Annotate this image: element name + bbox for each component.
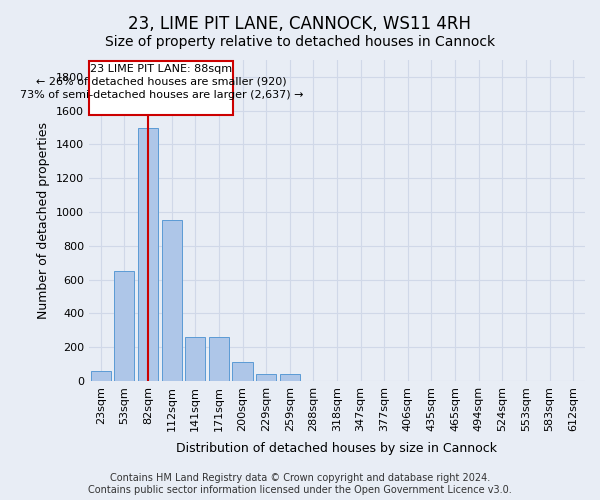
Text: Contains HM Land Registry data © Crown copyright and database right 2024.
Contai: Contains HM Land Registry data © Crown c…: [88, 474, 512, 495]
Bar: [138, 128, 158, 381]
Text: 23, LIME PIT LANE, CANNOCK, WS11 4RH: 23, LIME PIT LANE, CANNOCK, WS11 4RH: [128, 15, 472, 33]
Text: 73% of semi-detached houses are larger (2,637) →: 73% of semi-detached houses are larger (…: [20, 90, 303, 100]
Text: ← 26% of detached houses are smaller (920): ← 26% of detached houses are smaller (92…: [36, 77, 287, 87]
FancyBboxPatch shape: [89, 61, 233, 115]
X-axis label: Distribution of detached houses by size in Cannock: Distribution of detached houses by size …: [176, 442, 497, 455]
Bar: [185, 337, 205, 381]
Bar: [161, 220, 182, 381]
Text: Size of property relative to detached houses in Cannock: Size of property relative to detached ho…: [105, 35, 495, 49]
Bar: [256, 374, 276, 381]
Text: 23 LIME PIT LANE: 88sqm: 23 LIME PIT LANE: 88sqm: [90, 64, 232, 74]
Bar: [209, 337, 229, 381]
Bar: [115, 271, 134, 381]
Bar: [280, 374, 300, 381]
Y-axis label: Number of detached properties: Number of detached properties: [37, 122, 50, 319]
Bar: [232, 362, 253, 381]
Bar: [91, 371, 111, 381]
